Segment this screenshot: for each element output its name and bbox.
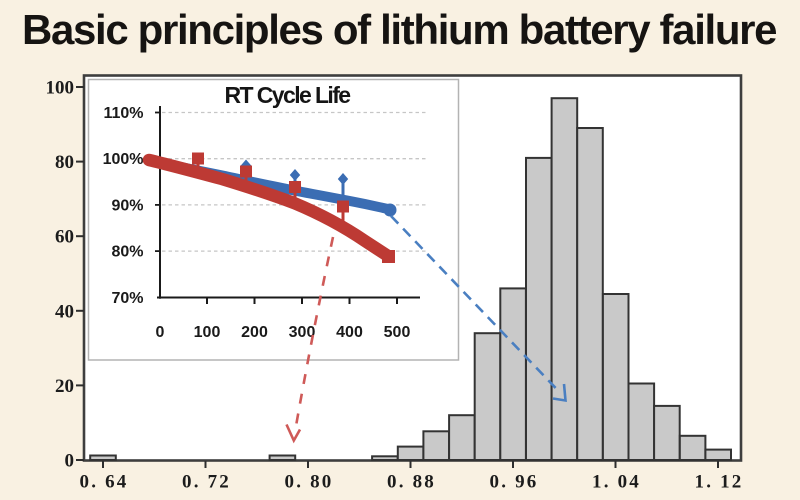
svg-text:500: 500 [384,324,411,341]
svg-text:1. 04: 1. 04 [592,472,641,493]
svg-text:110%: 110% [103,105,143,122]
svg-text:0. 96: 0. 96 [490,472,539,493]
svg-text:60: 60 [55,227,74,248]
svg-text:80: 80 [55,152,74,173]
svg-text:0. 88: 0. 88 [387,472,436,493]
svg-text:0. 80: 0. 80 [285,472,334,493]
svg-text:300: 300 [289,324,316,341]
svg-text:0: 0 [156,324,165,341]
svg-text:Basic principles of lithium ba: Basic principles of lithium battery fail… [22,6,776,53]
svg-text:0: 0 [65,451,75,472]
svg-text:90%: 90% [111,197,143,214]
svg-text:1. 12: 1. 12 [695,472,744,493]
svg-text:80%: 80% [111,244,143,261]
svg-text:100: 100 [46,78,75,99]
svg-text:RT Cycle Life: RT Cycle Life [225,82,351,108]
svg-text:70%: 70% [111,290,143,307]
svg-text:0. 72: 0. 72 [182,472,231,493]
svg-text:0. 64: 0. 64 [80,472,129,493]
svg-text:200: 200 [241,324,268,341]
svg-text:100: 100 [194,324,221,341]
svg-text:40: 40 [55,301,74,322]
svg-text:400: 400 [336,324,363,341]
svg-text:100%: 100% [103,151,144,168]
svg-text:20: 20 [55,376,74,397]
